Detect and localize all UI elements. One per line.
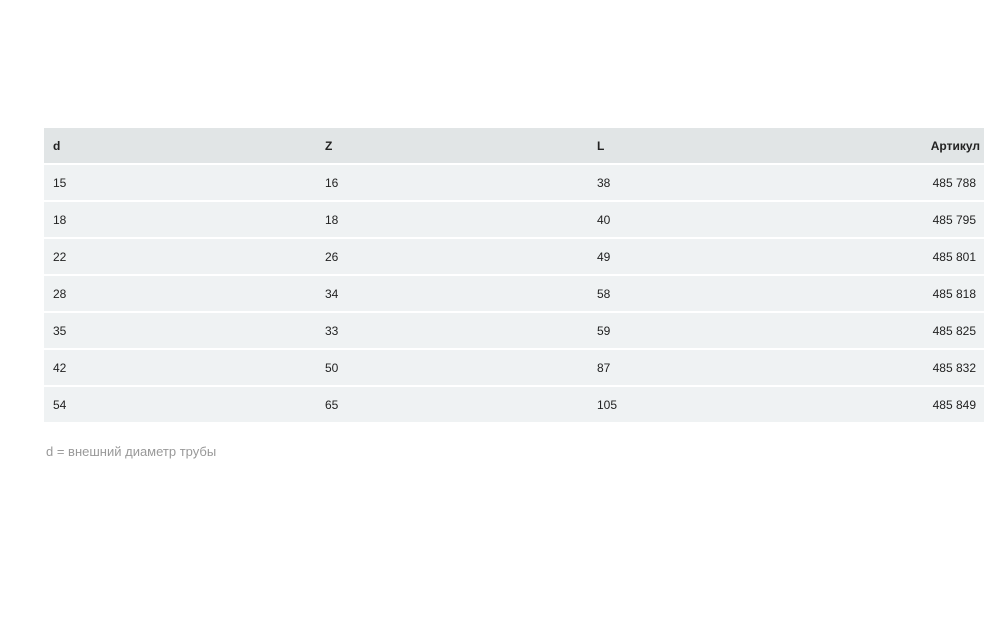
table-row: 22 26 49 485 801	[44, 239, 984, 276]
table-row: 42 50 87 485 832	[44, 350, 984, 387]
table-row: 54 65 105 485 849	[44, 387, 984, 422]
cell-article: 485 788	[860, 165, 984, 202]
table-row: 35 33 59 485 825	[44, 313, 984, 350]
cell-z: 16	[316, 165, 588, 202]
cell-article: 485 849	[860, 387, 984, 422]
cell-z: 26	[316, 239, 588, 276]
table-row: 18 18 40 485 795	[44, 202, 984, 239]
cell-d: 18	[44, 202, 316, 239]
cell-z: 34	[316, 276, 588, 313]
cell-article: 485 818	[860, 276, 984, 313]
header-article: Артикул	[860, 128, 984, 165]
header-l: L	[588, 128, 860, 165]
cell-article: 485 795	[860, 202, 984, 239]
cell-article: 485 801	[860, 239, 984, 276]
table-header-row: d Z L Артикул	[44, 128, 984, 165]
footnote: d = внешний диаметр трубы	[46, 444, 217, 459]
cell-l: 105	[588, 387, 860, 422]
cell-z: 65	[316, 387, 588, 422]
cell-l: 58	[588, 276, 860, 313]
dimensions-table: d Z L Артикул 15 16 38 485 788 18 18 40 485 795…	[44, 128, 984, 422]
cell-d: 22	[44, 239, 316, 276]
cell-d: 28	[44, 276, 316, 313]
cell-l: 49	[588, 239, 860, 276]
cell-article: 485 832	[860, 350, 984, 387]
cell-l: 59	[588, 313, 860, 350]
cell-article: 485 825	[860, 313, 984, 350]
header-d: d	[44, 128, 316, 165]
cell-z: 50	[316, 350, 588, 387]
cell-l: 40	[588, 202, 860, 239]
cell-d: 54	[44, 387, 316, 422]
cell-z: 33	[316, 313, 588, 350]
table-row: 28 34 58 485 818	[44, 276, 984, 313]
cell-d: 15	[44, 165, 316, 202]
cell-l: 38	[588, 165, 860, 202]
cell-z: 18	[316, 202, 588, 239]
cell-d: 35	[44, 313, 316, 350]
header-z: Z	[316, 128, 588, 165]
cell-l: 87	[588, 350, 860, 387]
cell-d: 42	[44, 350, 316, 387]
table-row: 15 16 38 485 788	[44, 165, 984, 202]
